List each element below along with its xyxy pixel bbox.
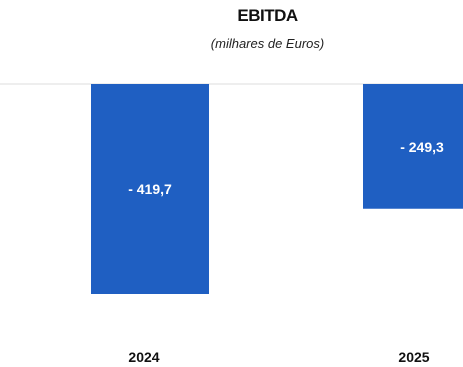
category-label-2024: 2024 xyxy=(128,349,159,365)
data-label-2024: - 419,7 xyxy=(128,181,172,197)
category-label-2025: 2025 xyxy=(398,349,429,365)
bar-2025 xyxy=(363,84,463,209)
chart-title: EBITDA xyxy=(237,6,298,25)
data-label-2025: - 249,3 xyxy=(400,139,444,155)
bar-2024 xyxy=(91,84,209,294)
chart-subtitle: (milhares de Euros) xyxy=(210,36,325,51)
